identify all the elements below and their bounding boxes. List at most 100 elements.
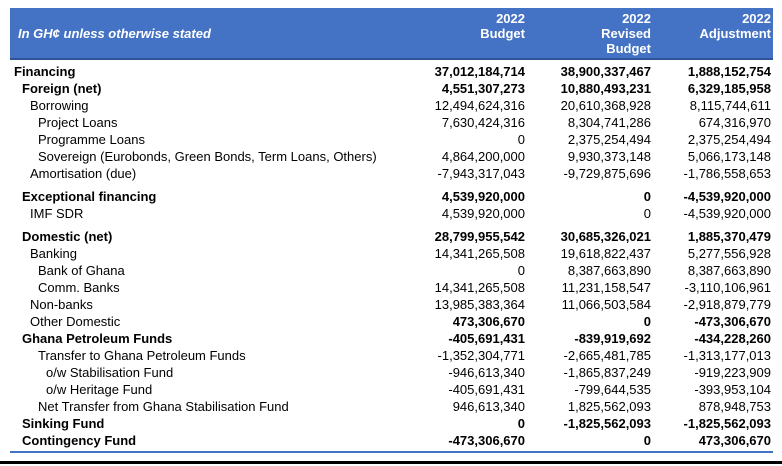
table-row: Ghana Petroleum Funds -405,691,431 -839,… xyxy=(10,330,773,347)
column-header-line: Budget xyxy=(480,26,525,41)
row-value-budget: 473,306,670 xyxy=(452,314,525,329)
row-label: Sovereign (Eurobonds, Green Bonds, Term … xyxy=(38,149,377,164)
row-value-budget: -1,352,304,771 xyxy=(437,348,525,363)
row-value-revised-budget: -1,825,562,093 xyxy=(563,416,651,431)
column-header-line: 2022 xyxy=(742,11,771,26)
row-label: Ghana Petroleum Funds xyxy=(22,331,173,346)
row-value-adjustment: 6,329,185,958 xyxy=(687,81,771,96)
row-label: Bank of Ghana xyxy=(38,263,125,278)
table-row: Project Loans 7,630,424,316 8,304,741,28… xyxy=(10,114,773,131)
table-row: Financing 37,012,184,714 38,900,337,467 … xyxy=(10,63,773,80)
row-value-revised-budget: -799,644,535 xyxy=(574,382,651,397)
table-row: Borrowing 12,494,624,316 20,610,368,928 … xyxy=(10,97,773,114)
page-bottom-border xyxy=(0,461,782,464)
table-row: IMF SDR 4,539,920,000 0 -4,539,920,000 xyxy=(10,205,773,222)
table-row: Sinking Fund 0 -1,825,562,093 -1,825,562… xyxy=(10,415,773,432)
row-value-budget: 13,985,383,364 xyxy=(434,297,525,312)
row-value-revised-budget: -839,919,692 xyxy=(574,331,651,346)
row-value-adjustment: -434,228,260 xyxy=(694,331,771,346)
row-value-budget: 0 xyxy=(517,416,525,431)
row-label: Amortisation (due) xyxy=(30,166,137,181)
row-value-budget: 14,341,265,508 xyxy=(434,280,525,295)
row-value-revised-budget: 11,066,503,584 xyxy=(561,297,651,312)
row-label: Financing xyxy=(14,64,76,79)
row-label: Project Loans xyxy=(38,115,118,130)
row-label: Non-banks xyxy=(30,297,93,312)
row-value-revised-budget: 2,375,254,494 xyxy=(567,132,651,147)
row-value-revised-budget: 8,387,663,890 xyxy=(567,263,651,278)
row-value-budget: -405,691,431 xyxy=(448,331,525,346)
row-value-budget: 7,630,424,316 xyxy=(441,115,525,130)
column-header-line: 2022 xyxy=(622,11,651,26)
row-value-adjustment: -4,539,920,000 xyxy=(683,206,771,221)
row-label: o/w Heritage Fund xyxy=(46,382,153,397)
row-value-budget: 4,539,920,000 xyxy=(441,206,525,221)
column-header-line: Adjustment xyxy=(699,26,772,41)
row-value-budget: 0 xyxy=(517,263,525,278)
row-value-budget: 37,012,184,714 xyxy=(434,64,525,79)
row-value-adjustment: 674,316,970 xyxy=(698,115,771,130)
row-value-budget: 14,341,265,508 xyxy=(434,246,525,261)
row-value-budget: -946,613,340 xyxy=(448,365,525,380)
row-value-revised-budget: 0 xyxy=(643,433,651,448)
row-label: IMF SDR xyxy=(30,206,84,221)
table-row: Exceptional financing 4,539,920,000 0 -4… xyxy=(10,188,773,205)
row-value-revised-budget: 19,618,822,437 xyxy=(560,246,651,261)
row-value-adjustment: 878,948,753 xyxy=(698,399,771,414)
table-row: Banking 14,341,265,508 19,618,822,437 5,… xyxy=(10,245,773,262)
row-value-budget: 4,864,200,000 xyxy=(441,149,525,164)
financing-table: In GH¢ unless otherwise stated 2022 Budg… xyxy=(10,8,773,453)
row-value-adjustment: -1,825,562,093 xyxy=(683,416,771,431)
row-label: Net Transfer from Ghana Stabilisation Fu… xyxy=(38,399,289,414)
row-value-revised-budget: -9,729,875,696 xyxy=(563,166,651,181)
row-value-adjustment: 2,375,254,494 xyxy=(687,132,771,147)
row-value-revised-budget: 8,304,741,286 xyxy=(567,115,651,130)
row-value-adjustment: -919,223,909 xyxy=(694,365,771,380)
row-label: Domestic (net) xyxy=(22,229,113,244)
row-value-revised-budget: 9,930,373,148 xyxy=(567,149,651,164)
column-header-line: 2022 xyxy=(496,11,525,26)
row-value-revised-budget: 0 xyxy=(643,189,651,204)
row-value-revised-budget: 0 xyxy=(643,206,651,221)
row-value-budget: -473,306,670 xyxy=(448,433,525,448)
row-value-adjustment: -3,110,106,961 xyxy=(684,280,772,295)
row-value-adjustment: 8,115,744,611 xyxy=(689,98,771,113)
row-value-revised-budget: 11,231,158,547 xyxy=(561,280,651,295)
table-body: Financing 37,012,184,714 38,900,337,467 … xyxy=(10,60,773,453)
row-value-revised-budget: 1,825,562,093 xyxy=(567,399,651,414)
row-value-budget: -405,691,431 xyxy=(448,382,525,397)
row-value-adjustment: 473,306,670 xyxy=(698,433,771,448)
table-row: Domestic (net) 28,799,955,542 30,685,326… xyxy=(10,228,773,245)
table-title: In GH¢ unless otherwise stated xyxy=(18,25,211,41)
row-label: Other Domestic xyxy=(30,314,121,329)
table-row: o/w Stabilisation Fund -946,613,340 -1,8… xyxy=(10,364,773,381)
row-value-budget: 4,551,307,273 xyxy=(441,81,525,96)
row-label: Comm. Banks xyxy=(38,280,120,295)
row-value-budget: -7,943,317,043 xyxy=(437,166,525,181)
row-label: Banking xyxy=(30,246,77,261)
row-value-budget: 28,799,955,542 xyxy=(434,229,525,244)
table-row: Transfer to Ghana Petroleum Funds -1,352… xyxy=(10,347,773,364)
table-row: Bank of Ghana 0 8,387,663,890 8,387,663,… xyxy=(10,262,773,279)
row-value-budget: 4,539,920,000 xyxy=(441,189,525,204)
column-header-2022-budget: 2022 Budget xyxy=(397,8,527,58)
row-value-budget: 12,494,624,316 xyxy=(434,98,525,113)
row-value-adjustment: 1,888,152,754 xyxy=(687,64,771,79)
table-row: o/w Heritage Fund -405,691,431 -799,644,… xyxy=(10,381,773,398)
row-value-revised-budget: 20,610,368,928 xyxy=(560,98,651,113)
column-header-line: Budget xyxy=(606,41,651,56)
row-value-revised-budget: 30,685,326,021 xyxy=(560,229,651,244)
row-value-revised-budget: 38,900,337,467 xyxy=(560,64,651,79)
row-label: Transfer to Ghana Petroleum Funds xyxy=(38,348,246,363)
row-label: Borrowing xyxy=(30,98,89,113)
table-row: Sovereign (Eurobonds, Green Bonds, Term … xyxy=(10,148,773,165)
table-row: Amortisation (due) -7,943,317,043 -9,729… xyxy=(10,165,773,182)
row-label: Sinking Fund xyxy=(22,416,105,431)
row-value-adjustment: -473,306,670 xyxy=(694,314,771,329)
row-value-budget: 0 xyxy=(517,132,525,147)
row-label: Foreign (net) xyxy=(22,81,102,96)
table-row: Comm. Banks 14,341,265,508 11,231,158,54… xyxy=(10,279,773,296)
row-value-revised-budget: 0 xyxy=(643,314,651,329)
row-value-budget: 946,613,340 xyxy=(452,399,525,414)
